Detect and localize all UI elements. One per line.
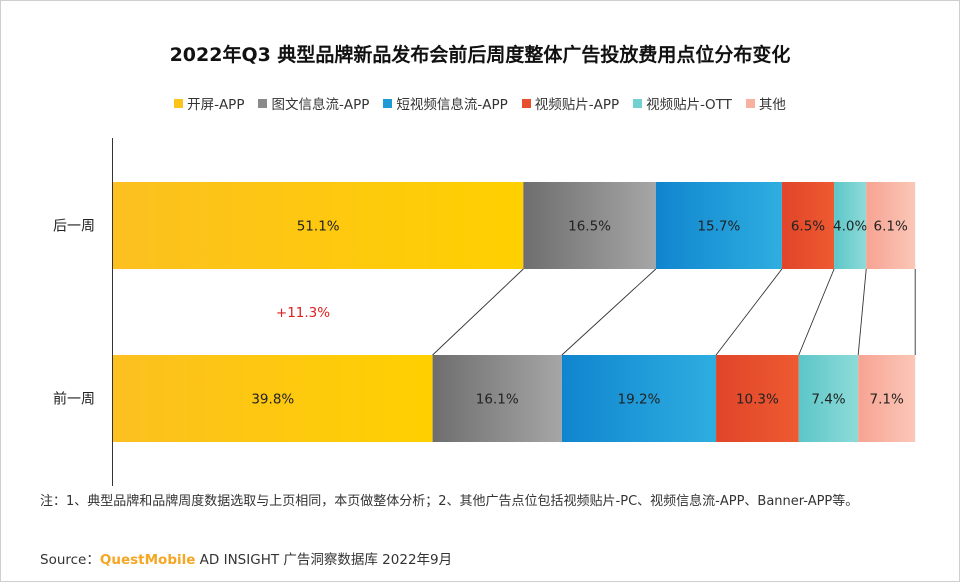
legend-label: 视频贴片-OTT — [646, 97, 732, 113]
chart-legend: 开屏-APP 图文信息流-APP 短视频信息流-APP 视频贴片-APP 视频贴片-OT… — [0, 93, 960, 113]
legend-label: 其他 — [758, 97, 786, 113]
bar-segment — [798, 355, 859, 442]
connector-line — [432, 268, 524, 356]
legend-label: 视频贴片-APP — [534, 97, 620, 113]
chart-title: 2022年Q3 典型品牌新品发布会前后周度整体广告投放费用点位分布变化 — [169, 44, 791, 66]
data-label: 6.5% — [791, 219, 825, 235]
connector-line — [715, 268, 783, 356]
category-label: 后一周 — [53, 219, 95, 235]
connector-line — [561, 268, 657, 356]
source-text: AD INSIGHT 广告洞察数据库 2022年9月 — [195, 552, 453, 568]
bar-segment — [561, 355, 717, 442]
source-label: Source： — [40, 552, 100, 568]
data-label: 16.1% — [476, 392, 519, 408]
bar-segment — [866, 182, 916, 269]
bar-segment — [716, 355, 799, 442]
legend-swatch — [521, 98, 531, 108]
source-brand: QuestMobile — [99, 552, 196, 568]
data-label: 15.7% — [697, 219, 740, 235]
source-line: Source：QuestMobile AD INSIGHT 广告洞察数据库 20… — [40, 548, 452, 568]
legend-swatch — [745, 98, 755, 108]
bar-segment — [655, 182, 782, 269]
legend-item: 图文信息流-APP — [258, 93, 369, 113]
legend-item: 开屏-APP — [174, 93, 244, 113]
legend-swatch — [633, 98, 643, 108]
data-label: 16.5% — [568, 219, 611, 235]
bar-segment — [523, 182, 656, 269]
legend-swatch — [383, 98, 393, 108]
bar-segment — [113, 182, 524, 269]
data-label: 6.1% — [874, 219, 908, 235]
data-label: 19.2% — [618, 392, 661, 408]
legend-item: 视频贴片-OTT — [633, 93, 732, 113]
footnote: 注：1、典型品牌和品牌周度数据选取与上页相同，本页做整体分析；2、其他广告点位包… — [40, 494, 859, 509]
legend-item: 短视频信息流-APP — [383, 93, 508, 113]
data-label: 51.1% — [297, 219, 340, 235]
data-label: 4.0% — [833, 219, 867, 235]
legend-item: 其他 — [745, 93, 786, 113]
bar-segment — [432, 355, 562, 442]
legend-label: 短视频信息流-APP — [396, 97, 508, 113]
legend-swatch — [174, 98, 184, 108]
bar-segment — [781, 182, 835, 269]
data-label: 10.3% — [736, 392, 779, 408]
bar-segment — [858, 355, 916, 442]
data-label: 7.4% — [811, 392, 845, 408]
connector-line — [798, 268, 835, 356]
change-annotation: +11.3% — [276, 305, 330, 321]
bar-segment — [834, 182, 867, 269]
data-label: 39.8% — [251, 392, 294, 408]
legend-swatch — [258, 98, 268, 108]
category-label: 前一周 — [53, 391, 95, 408]
legend-label: 开屏-APP — [187, 97, 245, 113]
data-label: 7.1% — [870, 392, 904, 408]
connector-line — [857, 268, 867, 356]
bar-segment — [113, 355, 433, 442]
legend-item: 视频贴片-APP — [521, 93, 620, 113]
legend-label: 图文信息流-APP — [271, 97, 370, 113]
